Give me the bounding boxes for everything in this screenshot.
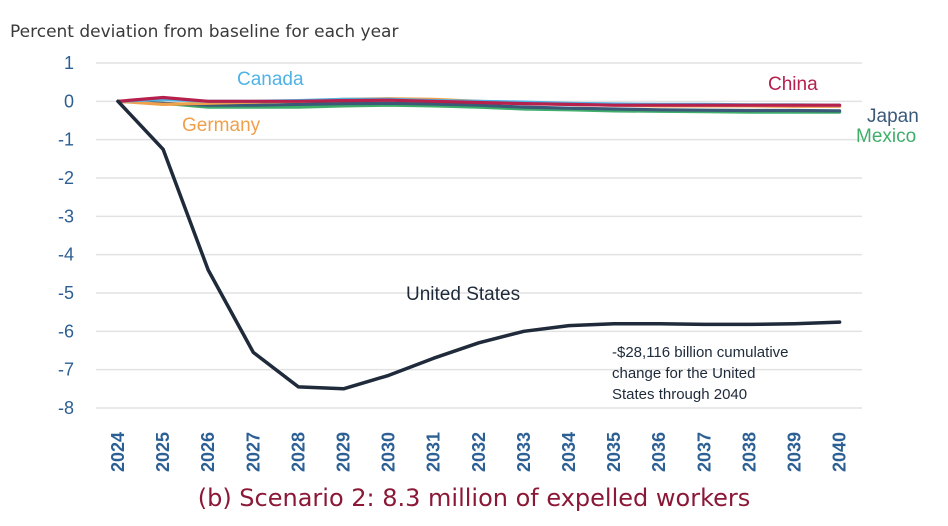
x-tick-label: 2025	[153, 432, 173, 472]
x-tick-label: 2036	[649, 432, 669, 472]
y-tick-label: -4	[58, 245, 74, 265]
series-label-canada: Canada	[237, 69, 304, 90]
series-label-germany: Germany	[182, 115, 261, 136]
x-tick-label: 2027	[243, 432, 263, 472]
x-tick-label: 2030	[379, 432, 399, 472]
y-tick-label: -5	[58, 283, 74, 303]
series-line-china	[116, 95, 842, 107]
series-lines	[116, 95, 842, 391]
y-tick-label: -3	[58, 206, 74, 226]
x-tick-label: 2035	[604, 432, 624, 472]
series-labels: Canada China Germany Japan Mexico United…	[182, 69, 919, 305]
series-label-mexico: Mexico	[856, 126, 916, 147]
chart-title: Percent deviation from baseline for each…	[10, 22, 399, 42]
x-tick-label: 2024	[108, 432, 128, 472]
y-tick-label: 1	[64, 53, 74, 73]
x-tick-label: 2040	[830, 432, 850, 472]
y-tick-label: 0	[64, 91, 74, 111]
series-line-united-states	[116, 99, 842, 391]
y-tick-label: -2	[58, 168, 74, 188]
x-tick-label: 2029	[334, 432, 354, 472]
y-tick-label: -8	[58, 398, 74, 418]
x-axis-ticks: 2024 2025 2026 2027 2028 2029 2030 2031 2032 2033…	[108, 432, 850, 472]
y-axis-ticks: 1 0 -1 -2 -3 -4 -5 -6 -7 -8	[58, 53, 74, 418]
grid-lines	[96, 62, 862, 409]
x-tick-label: 2039	[785, 432, 805, 472]
series-label-china: China	[768, 74, 818, 95]
y-tick-label: -1	[58, 130, 74, 150]
figure-caption: (b) Scenario 2: 8.3 million of expelled …	[197, 484, 751, 512]
x-tick-label: 2028	[288, 432, 308, 472]
series-label-united-states: United States	[406, 284, 520, 305]
x-tick-label: 2032	[469, 432, 489, 472]
annotation: -$28,116 billion cumulative change for t…	[612, 344, 789, 403]
series-line-japan	[116, 99, 842, 113]
x-tick-label: 2037	[694, 432, 714, 472]
x-tick-label: 2034	[559, 432, 579, 472]
x-tick-label: 2033	[514, 432, 534, 472]
annotation-line-1: -$28,116 billion cumulative	[612, 344, 789, 361]
line-chart: 10-1-2-3-4-5-6-7-8 2024 2025 2026 2027 2028 2…	[58, 53, 919, 472]
series-label-japan: Japan	[867, 106, 919, 127]
y-tick-label: -6	[58, 321, 74, 341]
x-tick-label: 2031	[424, 432, 444, 472]
annotation-line-3: States through 2040	[612, 386, 747, 403]
y-tick-label: -7	[58, 360, 74, 380]
x-tick-label: 2038	[739, 432, 759, 472]
x-tick-label: 2026	[198, 432, 218, 472]
annotation-line-2: change for the United	[612, 365, 755, 382]
